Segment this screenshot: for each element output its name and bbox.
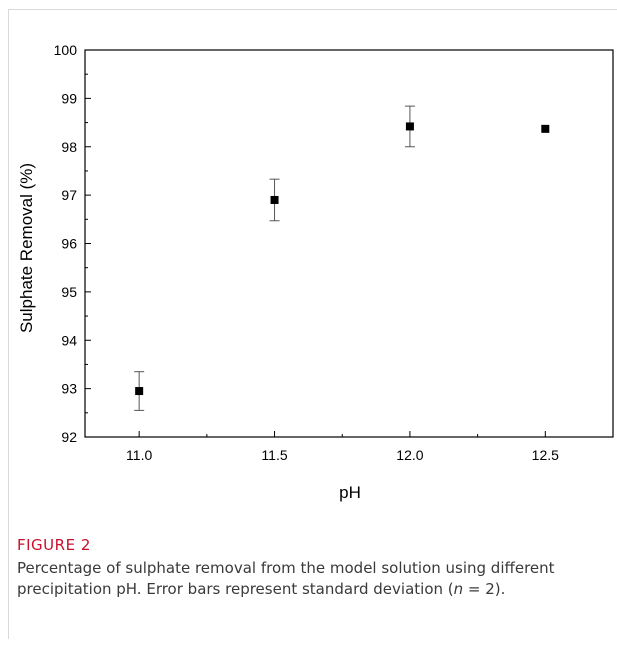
y-tick-label: 96 [61,236,77,252]
x-tick-label: 11.5 [261,447,287,463]
y-tick-label: 97 [61,187,77,203]
x-axis-label: pH [339,483,361,502]
y-tick-label: 95 [61,284,77,300]
y-tick-label: 99 [61,90,77,106]
x-tick-label: 12.0 [396,447,423,463]
top-divider [8,9,617,10]
x-tick-label: 11.0 [126,447,152,463]
axes-group [84,49,614,438]
x-ticks-group: 11.0 11.5 12.0 12.5 [126,431,559,463]
error-bars-group [134,105,415,411]
figure-caption: FIGURE 2 Percentage of sulphate removal … [17,536,597,600]
x-tick-label: 12.5 [532,447,559,463]
left-divider [8,9,9,639]
sulphate-removal-chart: 92 93 94 95 96 97 98 99 100 11.0 11.5 12.0 12.5 Sul… [17,42,614,502]
y-axis-label: Sulphate Removal (%) [17,163,36,333]
plot-frame [84,49,614,438]
y-tick-label: 92 [61,429,77,445]
caption-text-after: = 2). [463,580,506,598]
figure-caption-text: Percentage of sulphate removal from the … [17,558,597,600]
data-point [541,124,550,133]
figure-label: FIGURE 2 [17,536,91,554]
caption-n-symbol: n [453,580,464,598]
y-tick-label: 93 [61,381,77,397]
data-point [135,387,144,396]
y-ticks-group: 92 93 94 95 96 97 98 99 100 [54,42,91,445]
y-tick-label: 98 [61,139,77,155]
y-tick-label: 94 [61,332,77,348]
data-point [405,122,414,131]
data-points-group [135,122,550,396]
caption-text-before: Percentage of sulphate removal from the … [17,559,555,598]
y-tick-label: 100 [54,42,78,58]
data-point [270,195,279,204]
